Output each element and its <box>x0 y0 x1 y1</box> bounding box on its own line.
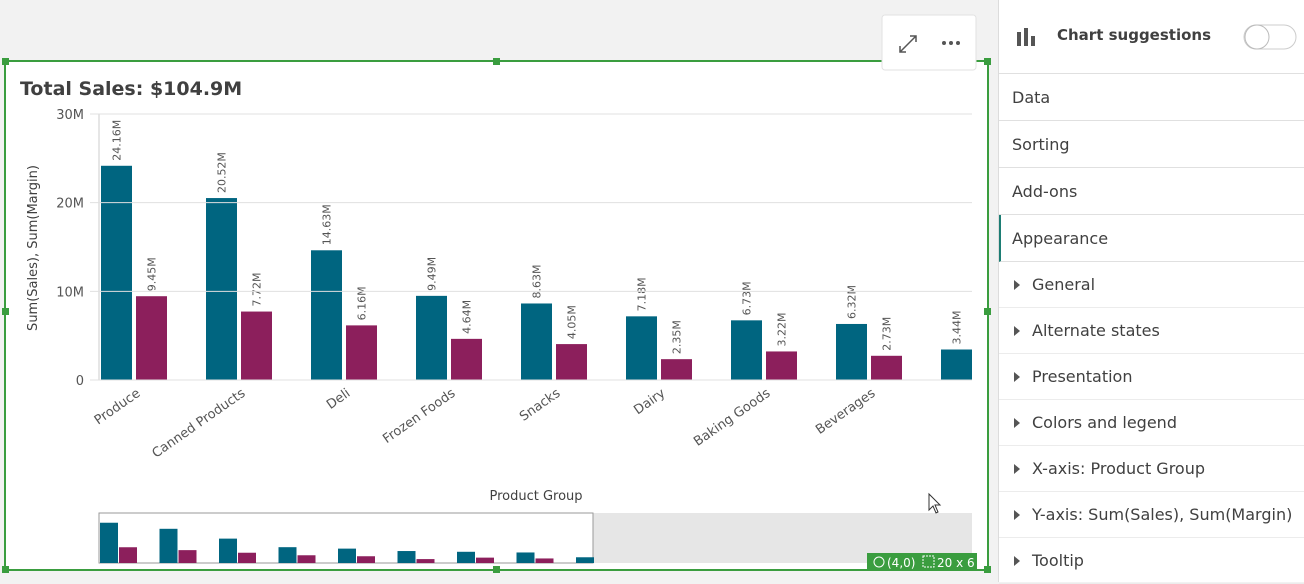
minimap-bar <box>338 548 356 563</box>
bar <box>731 320 762 380</box>
tab[interactable]: Add-ons <box>999 168 1304 215</box>
value-label: 20.52M <box>216 152 229 193</box>
value-label: 6.73M <box>741 281 754 315</box>
minimap-bar <box>397 551 416 563</box>
toggle[interactable] <box>1243 23 1299 51</box>
value-label: 7.72M <box>251 273 264 307</box>
chart-toolbar <box>881 14 977 71</box>
size-icon <box>922 555 935 568</box>
y-tick-label: 0 <box>76 374 84 389</box>
value-label: 2.35M <box>671 320 684 354</box>
value-label: 7.18M <box>636 277 649 311</box>
y-tick-label: 20M <box>56 197 84 212</box>
value-label: 24.16M <box>111 120 124 161</box>
minimap-bars <box>100 522 594 563</box>
more-button[interactable] <box>942 41 960 45</box>
cursor <box>928 492 942 514</box>
bar <box>626 316 657 380</box>
bar <box>556 344 587 380</box>
minimap-bar <box>457 551 475 563</box>
value-label: 4.64M <box>461 300 474 334</box>
minimap-bar <box>416 559 435 563</box>
value-label: 3.44M <box>951 311 964 345</box>
minimap-bar <box>178 550 197 563</box>
minimap-bar <box>297 555 316 563</box>
bar <box>521 303 552 380</box>
value-label: 8.63M <box>531 264 544 298</box>
section[interactable]: General <box>999 262 1304 308</box>
status-badge <box>867 553 977 571</box>
bar <box>416 295 447 380</box>
bar <box>136 296 167 380</box>
minimap-bar <box>219 538 237 563</box>
position-icon <box>873 556 885 568</box>
bar <box>311 250 342 380</box>
minimap-bar <box>238 552 256 563</box>
y-tick-label: 10M <box>56 285 84 300</box>
chart-card[interactable] <box>4 60 989 571</box>
section[interactable]: Alternate states <box>999 308 1304 354</box>
minimap-bar <box>476 557 494 563</box>
value-label: 2.73M <box>881 317 894 351</box>
chart-title: Total Sales: $104.9M <box>20 78 242 100</box>
section[interactable]: X-axis: Product Group <box>999 446 1304 492</box>
minimap-bar <box>159 528 178 563</box>
section[interactable]: Presentation <box>999 354 1304 400</box>
status-position: (4,0) <box>887 556 915 570</box>
tab[interactable]: Appearance <box>999 215 1304 262</box>
section[interactable]: Colors and legend <box>999 400 1304 446</box>
value-label: 9.49M <box>426 257 439 291</box>
section[interactable]: Y-axis: Sum(Sales), Sum(Margin) <box>999 492 1304 538</box>
canvas: Total Sales: $104.9M Product Group Sum(S… <box>2 14 991 573</box>
value-label: 9.45M <box>146 257 159 291</box>
expand-button[interactable] <box>899 35 917 53</box>
value-label: 6.32M <box>846 285 859 319</box>
bar <box>346 325 377 380</box>
value-label: 4.05M <box>566 305 579 339</box>
panel-header: Chart suggestions <box>999 0 1304 74</box>
bar <box>661 359 692 380</box>
y-tick-label: 30M <box>56 108 84 123</box>
minimap-bar <box>278 547 297 563</box>
x-axis-label: Product Group <box>489 489 582 504</box>
bar <box>871 355 902 380</box>
y-axis-label: Sum(Sales), Sum(Margin) <box>26 165 41 331</box>
value-label: 14.63M <box>321 204 334 245</box>
value-label: 3.22M <box>776 312 789 346</box>
resize-handles[interactable] <box>2 58 991 573</box>
properties-panel: Chart suggestions Data Sorting Add-ons A… <box>998 0 1304 584</box>
value-label: 6.16M <box>356 286 369 320</box>
panel-title: Chart suggestions <box>1057 26 1212 44</box>
bar <box>101 165 132 380</box>
bar <box>206 198 237 380</box>
status-size: 20 x 6 <box>937 556 975 570</box>
plot: 24.16M 20.52M 14.63M 9.49M 8.63M 7.18M 6.73M 6.… <box>101 120 972 380</box>
minimap-bar <box>576 557 594 563</box>
minimap-bar <box>535 558 554 563</box>
minimap-bar <box>357 556 375 563</box>
tab[interactable]: Sorting <box>999 121 1304 168</box>
minimap-bar <box>100 522 118 563</box>
bar <box>241 311 272 380</box>
bar <box>766 351 797 380</box>
bar <box>941 349 972 380</box>
tab[interactable]: Data <box>999 74 1304 121</box>
minimap-bar <box>119 547 137 563</box>
section[interactable]: Tooltip <box>999 538 1304 584</box>
bar <box>836 323 867 380</box>
bar <box>451 338 482 380</box>
minimap-bar <box>516 552 535 563</box>
chart-icon <box>1017 28 1035 46</box>
